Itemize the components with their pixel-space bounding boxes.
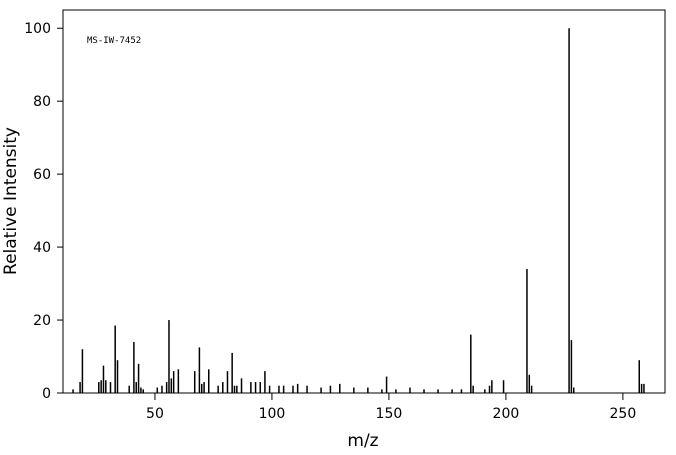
plot-frame bbox=[62, 9, 666, 394]
y-axis-label: Relative Intensity bbox=[1, 127, 21, 275]
y-tick-label: 20 bbox=[33, 313, 51, 329]
y-tick-label: 40 bbox=[33, 240, 51, 256]
y-tick-label: 80 bbox=[33, 94, 51, 110]
y-tick-label: 60 bbox=[33, 167, 51, 183]
x-tick-label: 100 bbox=[259, 406, 286, 422]
y-tick-label: 0 bbox=[42, 386, 51, 402]
annotation: MS-IW-7452 bbox=[87, 36, 141, 46]
x-tick-label: 250 bbox=[610, 406, 637, 422]
y-tick-label: 100 bbox=[24, 21, 51, 37]
x-tick-label: 50 bbox=[146, 406, 164, 422]
x-tick-label: 200 bbox=[493, 406, 520, 422]
x-axis-label: m/z bbox=[347, 431, 378, 451]
x-tick-label: 150 bbox=[376, 406, 403, 422]
